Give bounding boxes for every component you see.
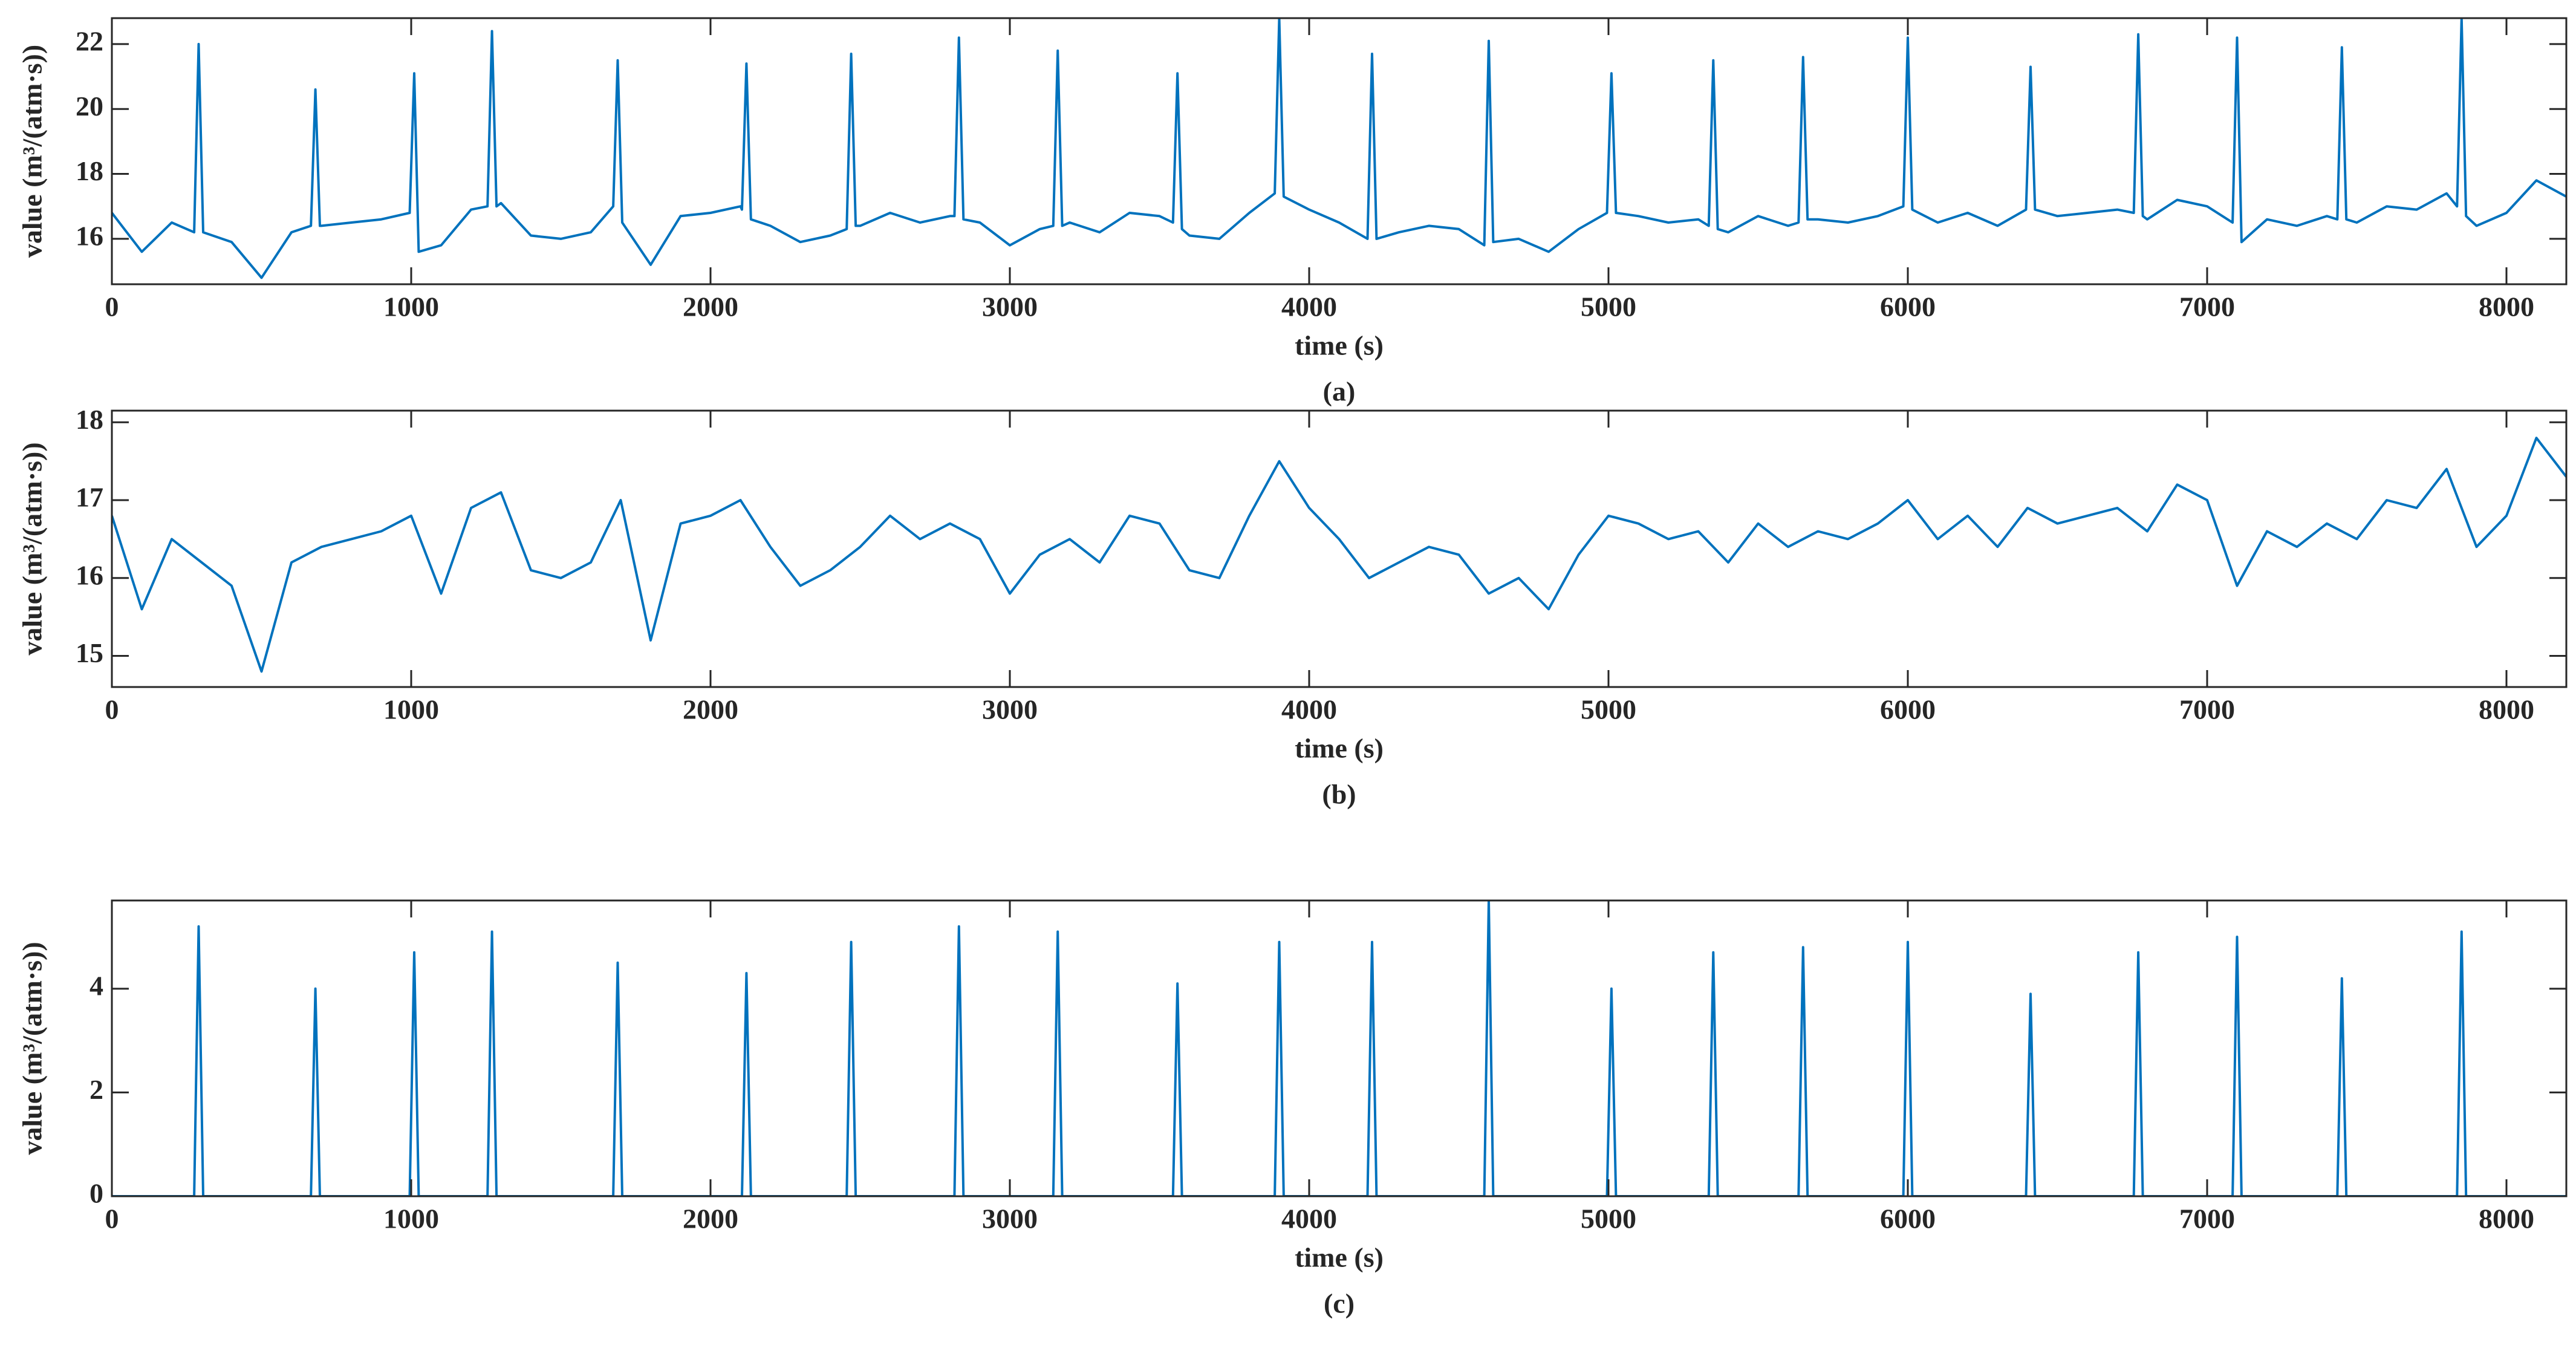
caption: (c) (1324, 1288, 1355, 1319)
x-axis-label: time (s) (1295, 1242, 1384, 1273)
x-tick-label: 6000 (1880, 1203, 1936, 1234)
x-tick-label: 7000 (2179, 291, 2235, 322)
y-tick-label: 16 (76, 559, 103, 590)
x-tick-label: 0 (105, 694, 119, 725)
x-tick-label: 5000 (1581, 291, 1636, 322)
x-tick-label: 8000 (2479, 1203, 2534, 1234)
x-tick-label: 0 (105, 291, 119, 322)
x-tick-label: 5000 (1581, 1203, 1636, 1234)
y-tick-label: 17 (76, 482, 103, 513)
x-tick-label: 8000 (2479, 694, 2534, 725)
x-tick-label: 3000 (982, 694, 1038, 725)
y-axis-label: value (m³/(atm·s)) (17, 942, 48, 1154)
x-tick-label: 5000 (1581, 694, 1636, 725)
y-tick-label: 0 (89, 1178, 103, 1209)
x-tick-label: 8000 (2479, 291, 2534, 322)
y-tick-label: 22 (76, 25, 103, 56)
data-line (112, 18, 2566, 279)
x-tick-label: 2000 (683, 291, 738, 322)
data-line (112, 437, 2566, 673)
plot-frame (111, 899, 2568, 1197)
y-axis-label: value (m³/(atm·s)) (17, 442, 48, 655)
plot-frame (111, 409, 2568, 688)
y-tick-label: 18 (76, 155, 103, 186)
y-tick-label: 2 (89, 1074, 103, 1105)
x-tick-label: 6000 (1880, 291, 1936, 322)
x-tick-label: 6000 (1880, 694, 1936, 725)
data-line (112, 900, 2566, 1196)
x-tick-label: 7000 (2179, 1203, 2235, 1234)
plot-frame (111, 17, 2568, 285)
x-tick-label: 0 (105, 1203, 119, 1234)
x-tick-label: 1000 (383, 1203, 439, 1234)
x-tick-label: 2000 (683, 1203, 738, 1234)
y-tick-label: 15 (76, 637, 103, 668)
y-tick-label: 4 (89, 970, 103, 1001)
x-tick-label: 1000 (383, 694, 439, 725)
y-axis-label: value (m³/(atm·s)) (17, 45, 48, 258)
x-tick-label: 4000 (1281, 291, 1337, 322)
x-axis-label: time (s) (1295, 733, 1384, 764)
x-axis-label: time (s) (1295, 330, 1384, 361)
x-tick-label: 2000 (683, 694, 738, 725)
x-tick-label: 7000 (2179, 694, 2235, 725)
x-tick-label: 3000 (982, 291, 1038, 322)
x-tick-label: 4000 (1281, 694, 1337, 725)
y-tick-label: 20 (76, 91, 103, 122)
y-tick-label: 16 (76, 220, 103, 251)
caption: (b) (1322, 779, 1356, 810)
x-tick-label: 1000 (383, 291, 439, 322)
x-tick-label: 4000 (1281, 1203, 1337, 1234)
x-tick-label: 3000 (982, 1203, 1038, 1234)
y-tick-label: 18 (76, 404, 103, 435)
caption: (a) (1323, 376, 1356, 407)
